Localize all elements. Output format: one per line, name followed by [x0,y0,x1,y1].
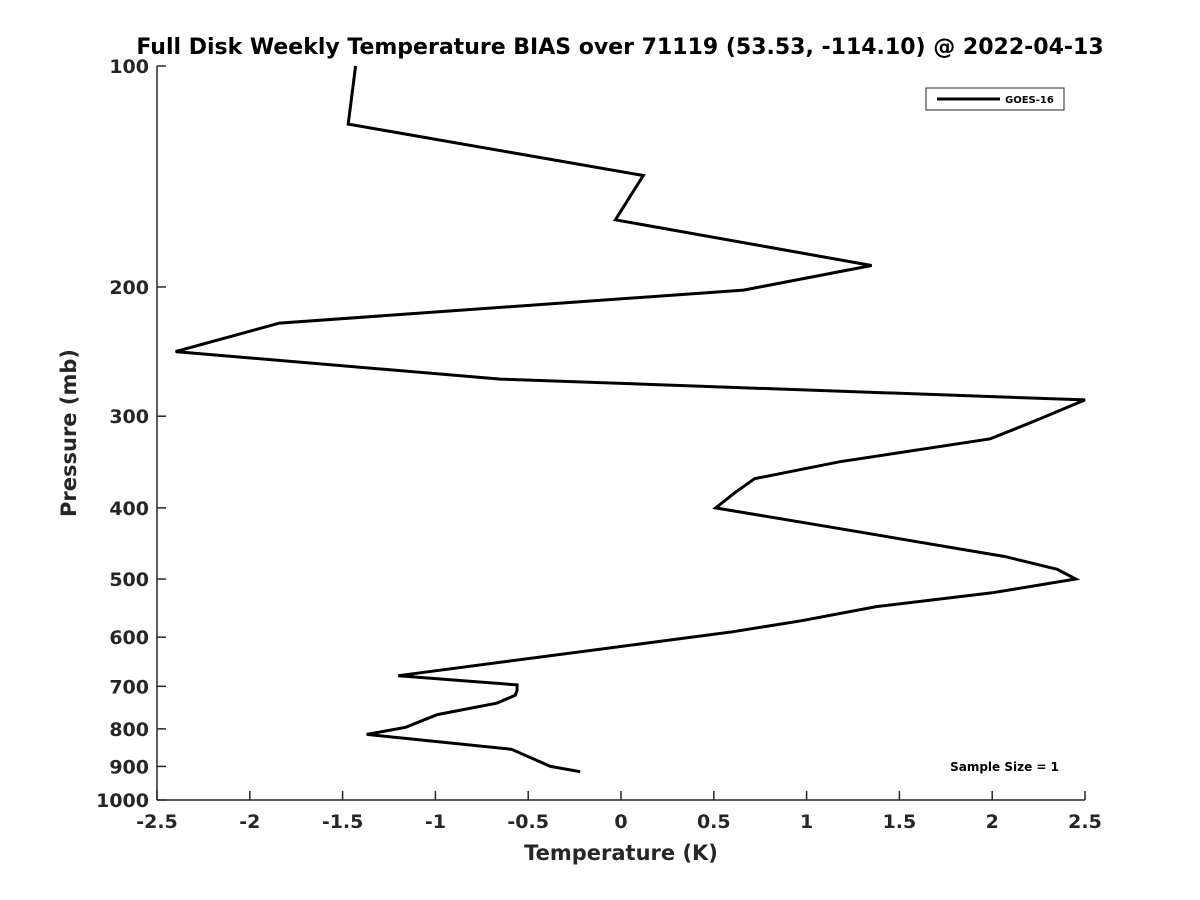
y-tick-label: 500 [109,569,149,591]
sample-size-annotation: Sample Size = 1 [950,760,1059,774]
series-line-goes-16 [175,65,1086,774]
y-tick-label: 300 [109,406,149,428]
x-tick-label: 1 [800,811,813,833]
x-tick-label: -2 [239,811,260,833]
y-tick-label: 1000 [96,790,149,812]
x-tick-label: 2 [986,811,999,833]
legend-label: GOES-16 [1005,95,1054,106]
y-tick-label: 900 [109,756,149,778]
y-tick-label: 100 [109,56,149,78]
y-axis-title: Pressure (mb) [57,349,81,517]
y-tick-label: 800 [109,719,149,741]
y-tick-label: 400 [109,498,149,520]
x-axis-title: Temperature (K) [524,841,718,865]
x-tick-label: -0.5 [507,811,549,833]
y-tick-label: 700 [109,676,149,698]
y-axis-ticks: 100 200 300 400 500 600 700 800 900 1000 [96,56,166,812]
x-tick-label: 0 [614,811,627,833]
series-layer [175,65,1086,774]
y-tick-label: 200 [109,277,149,299]
x-tick-label: 1.5 [883,811,917,833]
chart-title: Full Disk Weekly Temperature BIAS over 7… [136,35,1103,60]
y-tick-label: 600 [109,627,149,649]
x-tick-label: -1.5 [322,811,364,833]
x-tick-label: -2.5 [136,811,178,833]
x-axis-ticks: -2.5 -2 -1.5 -1 -0.5 0 0.5 1 1.5 2 2.5 [136,791,1102,833]
x-tick-label: 0.5 [697,811,731,833]
legend: GOES-16 [925,87,1065,111]
x-tick-label: 2.5 [1068,811,1102,833]
x-tick-label: -1 [425,811,446,833]
